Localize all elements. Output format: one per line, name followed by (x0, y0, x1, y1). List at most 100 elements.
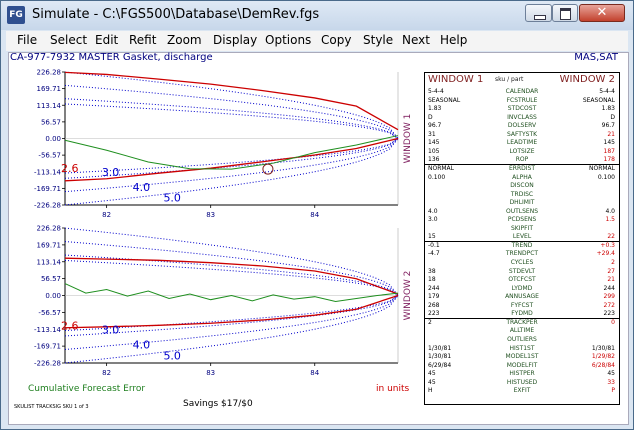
parameter-row-alpha[interactable]: 0.100 ALPHA 0.100 (425, 174, 619, 182)
maximize-button[interactable] (552, 4, 578, 22)
window-2-y-tick-label: 56.57 (41, 275, 61, 283)
window-2-value: SEASONAL (582, 96, 615, 104)
parameter-name: STDCOST (507, 105, 537, 113)
parameter-name: FYDMD (511, 310, 533, 318)
window-2-value: 5-4-4 (599, 88, 615, 95)
parameter-row-pcdsens[interactable]: 3.0 PCDSENS 1.5 (425, 216, 619, 224)
parameter-name: SAFTYSTK (506, 130, 538, 138)
window-2-header[interactable]: WINDOW 2 (559, 74, 615, 85)
parameter-row-outliers[interactable]: OUTLIERS (425, 336, 619, 344)
parameter-row-invclass[interactable]: D INVCLASS D (425, 114, 619, 122)
minimize-button[interactable] (525, 4, 552, 22)
window-1-value: 96.7 (428, 122, 442, 130)
window-1-value: 45 (428, 378, 436, 386)
window-2-y-tick-label: 113.14 (37, 258, 62, 266)
window-2-value: +29.4 (596, 250, 615, 258)
parameter-row-trackper[interactable]: 2 TRACKPER 0 (425, 319, 619, 327)
window-2-window-label: WINDOW 2 (403, 271, 413, 321)
parameter-name: TREND (511, 241, 533, 249)
parameter-row-saftystk[interactable]: 31 SAFTYSTK 21 (425, 131, 619, 139)
parameter-name: OTCFCST (508, 276, 536, 284)
parameter-row-lotsize[interactable]: 105 LOTSIZE 187 (425, 148, 619, 156)
parameter-row-stdcost[interactable]: 1.83 STDCOST 1.83 (425, 105, 619, 113)
menu-next[interactable]: Next (402, 33, 430, 47)
window-1-value: 15 (428, 233, 436, 241)
parameter-row-stdevlt[interactable]: 38 STDEVLT 27 (425, 268, 619, 276)
parameter-row-leadtime[interactable]: 145 LEADTIME 145 (425, 139, 619, 147)
window-2-value: 187 (603, 147, 615, 155)
window-2-value: NORMAL (588, 164, 615, 172)
window-2-value: 4.0 (605, 207, 615, 215)
close-button[interactable]: ✕ (579, 4, 625, 22)
parameter-row-outlsens[interactable]: 4.0 OUTLSENS 4.0 (425, 208, 619, 216)
parameter-row-trendpct[interactable]: -4.7 TRENDPCT +29.4 (425, 250, 619, 258)
window-2-y-tick-label: 226.28 (37, 225, 62, 233)
parameter-name: FYFCST (510, 301, 534, 309)
window-2-value: 96.7 (601, 122, 615, 130)
parameter-row-discon[interactable]: DISCON (425, 182, 619, 190)
menu-options[interactable]: Options (265, 33, 312, 47)
window-1-x-tick-label: 83 (206, 211, 215, 219)
window-1-value: 31 (428, 130, 436, 138)
parameter-row-otcfcst[interactable]: 18 OTCFCST 21 (425, 276, 619, 284)
parameter-name: ERRDIST (509, 164, 535, 172)
parameter-name: CALENDAR (505, 88, 539, 95)
menu-zoom[interactable]: Zoom (167, 33, 202, 47)
parameter-row-hist1st[interactable]: 1/30/81 HIST1ST 1/30/81 (425, 345, 619, 353)
parameter-row-trend[interactable]: -0.1 TREND +0.3 (425, 242, 619, 250)
menu-help[interactable]: Help (440, 33, 468, 47)
window-2-x-tick-label: 84 (310, 369, 319, 377)
window-2-upper-bound-3 (64, 227, 399, 296)
window-2-lower-bound-2 (64, 295, 399, 350)
parameter-row-exfit[interactable]: H EXFIT P (425, 387, 619, 395)
parameter-row-trdisc[interactable]: TRDISC (425, 191, 619, 199)
parameter-row-fydmd[interactable]: 223 FYDMD 223 (425, 310, 619, 318)
window-1-y-tick-label: 113.14 (37, 102, 62, 110)
menu-refit[interactable]: Refit (129, 33, 157, 47)
menu-select[interactable]: Select (50, 33, 88, 47)
parameter-name: LYDMD (511, 284, 533, 292)
parameter-row-calendar[interactable]: 5-4-4 CALENDAR 5-4-4 (425, 88, 619, 96)
window-1-value: NORMAL (428, 164, 455, 172)
parameter-row-skipfit[interactable]: SKIPFIT (425, 225, 619, 233)
sku-part-toggle[interactable]: sku / part (495, 76, 524, 83)
parameter-row-dolserv[interactable]: 96.7 DOLSERV 96.7 (425, 122, 619, 130)
menu-style[interactable]: Style (363, 33, 394, 47)
cumulative-forecast-error-label: Cumulative Forecast Error (28, 384, 146, 394)
title-bar[interactable]: FG Simulate - C:\FGS500\Database\DemRev.… (1, 1, 633, 30)
parameter-row-model1st[interactable]: 1/30/81 MODEL1ST 1/29/82 (425, 353, 619, 361)
parameter-row-cycles[interactable]: CYCLES 2 (425, 259, 619, 267)
parameter-row-level[interactable]: 15 LEVEL 22 (425, 233, 619, 241)
parameter-row-dhlimit[interactable]: DHLIMIT (425, 199, 619, 207)
menu-display[interactable]: Display (213, 33, 258, 47)
window-2-value: 6/28/84 (591, 361, 615, 369)
window-1-bound-label: 5.0 (163, 192, 181, 205)
minimize-icon (534, 15, 546, 20)
parameter-row-histper[interactable]: 45 HISTPER 45 (425, 370, 619, 378)
parameter-row-errdist[interactable]: NORMAL ERRDIST NORMAL (425, 165, 619, 173)
parameter-name: DHLIMIT (509, 199, 535, 207)
menu-file[interactable]: File (17, 33, 38, 47)
fgs-icon[interactable]: FG (7, 6, 25, 24)
parameter-row-histused[interactable]: 45 HISTUSED 33 (425, 379, 619, 387)
parameter-name: CYCLES (510, 259, 534, 266)
window-1-header[interactable]: WINDOW 1 (428, 74, 484, 85)
parameter-row-alltime[interactable]: ALLTIME (425, 327, 619, 335)
window-title: Simulate - C:\FGS500\Database\DemRev.fgs (32, 7, 320, 22)
window-1-cumulative-error-line (64, 135, 399, 170)
window-2-upper-bound-2 (64, 241, 399, 296)
parameter-name: ALPHA (512, 173, 532, 181)
parameter-row-fyfcst[interactable]: 268 FYFCST 272 (425, 302, 619, 310)
parameter-row-rop[interactable]: 136 ROP 178 (425, 156, 619, 164)
window-2-upper-bound-1 (64, 254, 399, 296)
parameter-row-modelfit[interactable]: 6/29/84 MODELFIT 6/28/84 (425, 362, 619, 370)
menu-copy[interactable]: Copy (321, 33, 352, 47)
menu-edit[interactable]: Edit (95, 33, 119, 47)
window-2-value: +0.3 (600, 241, 615, 249)
parameter-row-fcstrule[interactable]: SEASONAL FCSTRULE SEASONAL (425, 97, 619, 105)
window-1-y-tick-label: -226.28 (34, 202, 61, 210)
window-2-cumulative-error-line (64, 283, 399, 302)
parameter-row-lydmd[interactable]: 244 LYDMD 244 (425, 285, 619, 293)
parameter-row-annusage[interactable]: 179 ANNUSAGE 299 (425, 293, 619, 301)
window-2-x-tick-label: 82 (102, 369, 111, 377)
